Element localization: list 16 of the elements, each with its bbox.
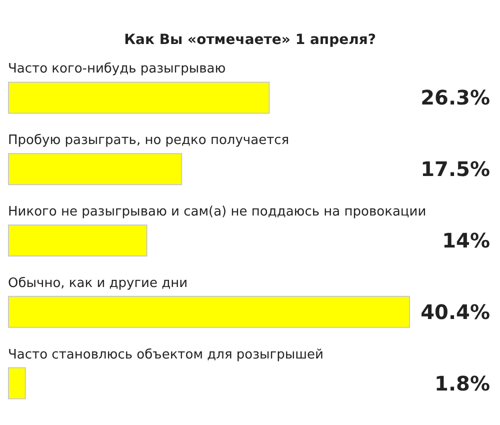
data-label: 17.5% <box>420 157 490 182</box>
bar <box>8 367 26 400</box>
y-tick-label: Пробую разыграть, но редко получается <box>8 133 290 148</box>
chart-title: Как Вы «отмечаете» 1 апреля? <box>124 32 376 48</box>
data-label: 40.4% <box>420 300 490 324</box>
data-label: 26.3% <box>420 86 490 110</box>
y-tick-label: Часто кого-нибудь разыгрываю <box>8 62 226 77</box>
bar <box>8 153 182 186</box>
y-tick-label: Обычно, как и другие дни <box>8 276 188 291</box>
y-tick-label: Часто становлюсь объектом для розыгрышей <box>8 347 324 362</box>
data-label: 1.8% <box>434 371 490 396</box>
bar <box>8 224 148 256</box>
bar <box>8 82 270 114</box>
bar <box>8 296 410 328</box>
y-tick-label: Никого не разыгрываю и сам(а) не поддаюсь на провокации <box>8 204 426 220</box>
data-label: 14% <box>442 228 490 252</box>
